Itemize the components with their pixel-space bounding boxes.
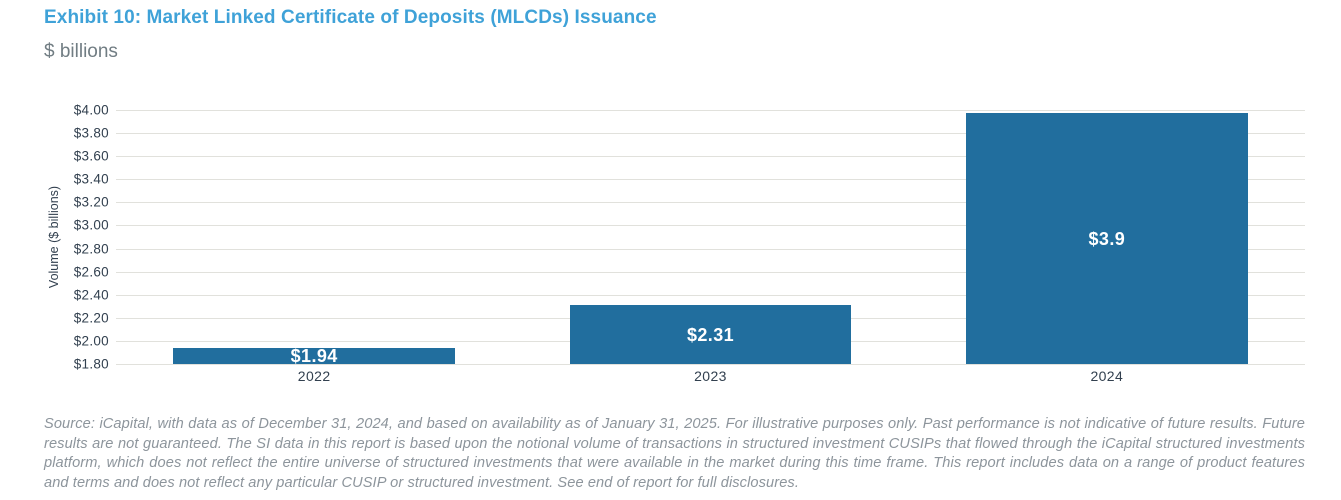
- bar-2023: $2.31: [569, 305, 852, 364]
- bar-slot: $3.9: [909, 110, 1305, 364]
- x-axis-tick-labels: 2022 2023 2024: [116, 368, 1305, 384]
- y-tick-label: $4.00: [73, 102, 109, 118]
- plot-column: $1.94 $2.31 $3.9 2022 2023 2024: [116, 110, 1305, 384]
- gridline: [116, 364, 1305, 365]
- y-tick-label: $3.80: [73, 125, 109, 141]
- gridline: [116, 133, 1305, 135]
- y-tick-label: $1.80: [73, 356, 109, 372]
- bar-chart: Volume ($ billions) $4.00 $3.80 $3.60 $3.40…: [44, 103, 1305, 384]
- y-tick-label: $3.00: [73, 217, 109, 233]
- y-tick-label: $3.40: [73, 171, 109, 187]
- plot-area: $1.94 $2.31 $3.9: [116, 110, 1305, 366]
- gridline: [116, 294, 1305, 296]
- gridline: [116, 110, 1305, 111]
- y-tick-label: $2.20: [73, 310, 109, 326]
- x-tick-label: 2023: [694, 368, 727, 384]
- x-tick-label: 2022: [297, 368, 331, 384]
- bar-value-label: $1.94: [290, 345, 338, 366]
- source-note: Source: iCapital, with data as of Decemb…: [44, 416, 1305, 491]
- gridline: [116, 225, 1305, 227]
- gridline: [116, 179, 1305, 181]
- bar-2022: $1.94: [173, 345, 455, 366]
- y-tick-label: $3.60: [73, 148, 109, 164]
- bar-slots: $1.94 $2.31 $3.9: [116, 110, 1305, 366]
- y-tick-label: $3.20: [73, 194, 109, 210]
- gridline: [116, 156, 1305, 158]
- bar-value-label: $2.31: [686, 324, 735, 345]
- bar-value-label: $3.9: [1088, 228, 1126, 249]
- bar-slot: $2.31: [512, 110, 908, 364]
- page-title: Exhibit 10: Market Linked Certificate of…: [44, 7, 657, 28]
- gridline: [116, 248, 1305, 250]
- y-axis-title: Volume ($ billions): [47, 185, 62, 289]
- y-axis-tick-labels: $4.00 $3.80 $3.60 $3.40 $3.20 $3.00 $2.80 $2.60…: [64, 103, 116, 372]
- y-tick-label: $2.40: [73, 287, 109, 303]
- x-tick-label: 2024: [1090, 368, 1124, 384]
- gridline: [116, 202, 1305, 204]
- bar-slot: $1.94: [116, 110, 512, 366]
- gridline: [116, 271, 1305, 273]
- chart-subtitle: $ billions: [44, 41, 118, 62]
- y-tick-label: $2.60: [73, 264, 109, 280]
- y-tick-label: $2.00: [73, 333, 109, 349]
- y-tick-label: $2.80: [73, 241, 109, 257]
- bar-2024: $3.9: [966, 113, 1248, 364]
